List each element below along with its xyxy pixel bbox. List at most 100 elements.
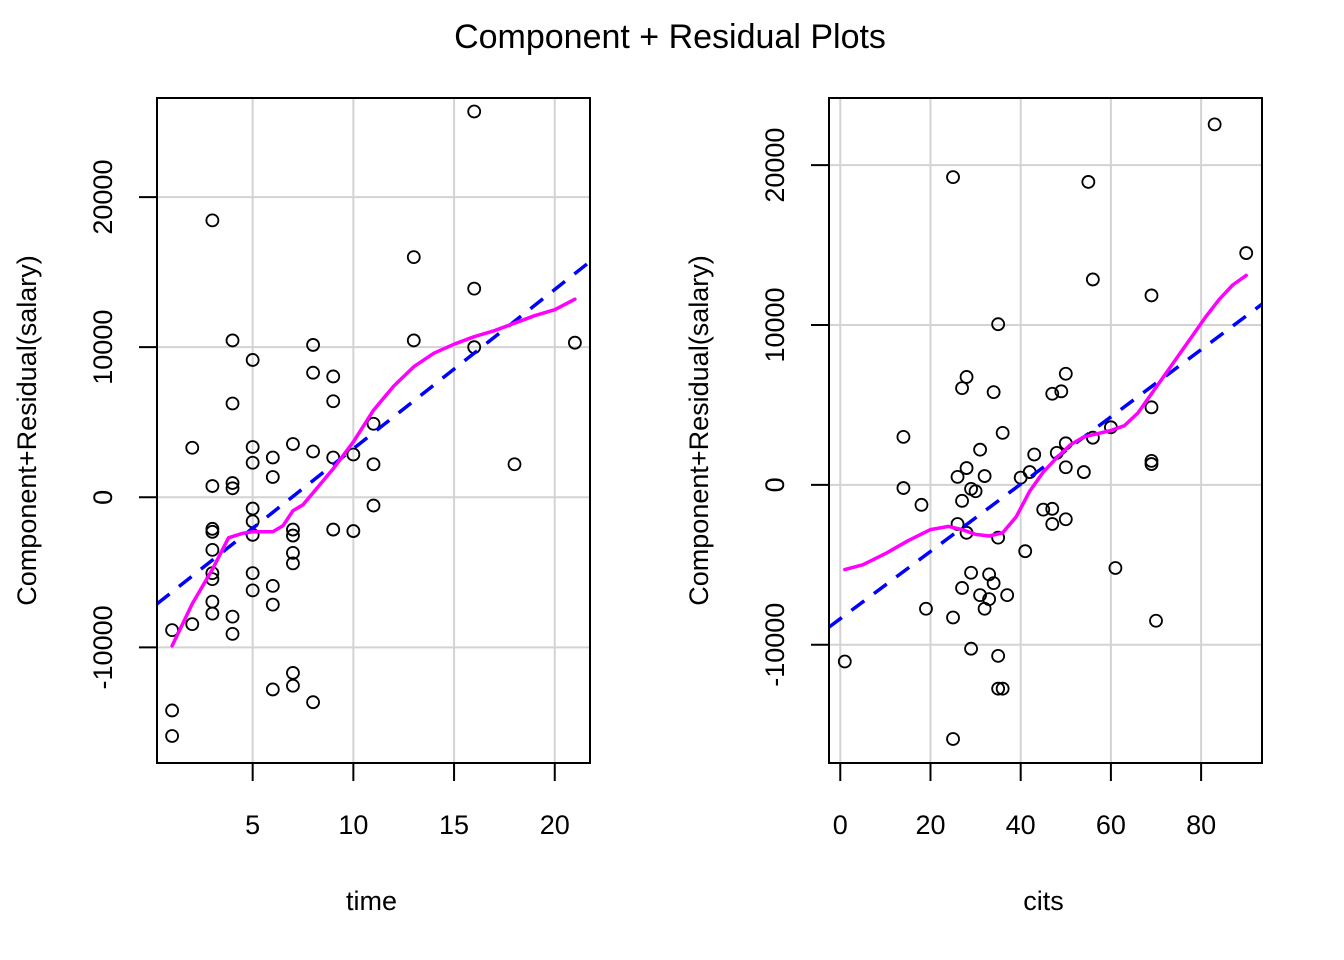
data-point [919,601,933,616]
data-point [946,170,960,185]
data-point [946,610,960,625]
y-axis-label: Component+Residual(salary) [684,255,714,605]
data-point [1144,288,1159,303]
figure-title: Component + Residual Plots [454,18,886,56]
data-point [950,469,965,484]
data-point [286,666,300,680]
data-point [837,654,852,669]
smoother-line [843,273,1248,572]
data-point [265,578,280,593]
panel-time: 5 10 15 20 -10000 0 10000 20000 time Component+Re… [12,97,591,916]
y-tick-label: 10000 [88,310,118,385]
data-point [165,729,180,743]
data-point [973,442,987,457]
data-point [245,440,260,454]
data-point [955,581,969,595]
y-tick-label: 20000 [88,160,118,235]
data-point [1207,117,1222,132]
data-point [326,369,341,384]
data-point [286,545,300,560]
y-tick-label: -10000 [88,605,118,689]
data-point [326,522,341,537]
data-point [306,365,320,380]
data-point [366,498,381,513]
data-point [205,594,220,609]
data-point [986,385,1001,400]
data-point [1027,447,1042,462]
data-point [968,484,983,499]
data-point [205,479,220,493]
x-axis-label: time [346,886,397,916]
data-point [1000,588,1015,603]
data-point [946,732,960,746]
data-point [245,583,260,598]
data-point [1058,512,1073,527]
data-point [185,440,200,455]
data-point [225,333,240,348]
data-point [225,627,240,641]
data-point [265,597,280,612]
data-point [306,444,320,459]
data-point [1036,502,1051,517]
x-tick-label: 0 [833,810,848,840]
data-point [265,682,280,697]
data-point [286,528,300,543]
points [837,117,1254,746]
data-point [205,524,220,539]
data-point [955,381,969,396]
data-point [225,481,240,496]
data-point [165,703,180,718]
data-point [1144,400,1159,415]
x-tick-label: 5 [245,810,260,840]
data-point [346,524,361,538]
data-point [507,457,522,472]
data-point [1054,384,1069,399]
x-tick-label: 60 [1096,810,1126,840]
data-point [959,370,974,384]
y-tick-label: 20000 [760,128,790,203]
data-point [567,335,582,350]
data-point [205,213,220,228]
data-point [265,470,280,484]
data-point [973,588,987,603]
data-point [286,678,300,693]
data-point [1045,386,1060,401]
data-point [977,601,992,616]
y-tick-label: 10000 [760,287,790,362]
data-point [1018,544,1033,559]
data-point [991,681,1006,696]
data-point [959,461,974,475]
y-tick-label: 0 [88,490,118,505]
data-point [245,455,260,470]
data-point [1076,465,1091,479]
data-point [955,493,969,508]
data-point [406,333,421,348]
plot-frame [828,97,1263,764]
panel-cits: 0 20 40 60 80 -10000 0 10000 20000 cits Component+… [684,97,1263,916]
data-point [1058,366,1073,381]
data-point [467,281,482,296]
y-tick-label: 0 [760,477,790,492]
data-point [896,481,911,495]
data-point [306,695,320,710]
linear-fit-line [157,260,590,606]
data-point [1045,501,1060,516]
data-point [467,104,482,119]
smoother-line [170,297,577,648]
y-axis-label: Component+Residual(salary) [12,255,42,605]
data-point [995,681,1010,696]
data-point [1239,246,1254,260]
data-point [366,457,381,472]
data-point [986,576,1001,591]
data-point [286,437,300,451]
data-point [1081,175,1096,189]
data-point [991,317,1006,332]
data-point [1149,613,1163,628]
data-point [205,606,220,621]
x-tick-label: 15 [439,810,469,840]
data-point [205,542,220,557]
data-point [245,566,260,581]
data-point [964,565,978,580]
data-point [406,250,421,265]
